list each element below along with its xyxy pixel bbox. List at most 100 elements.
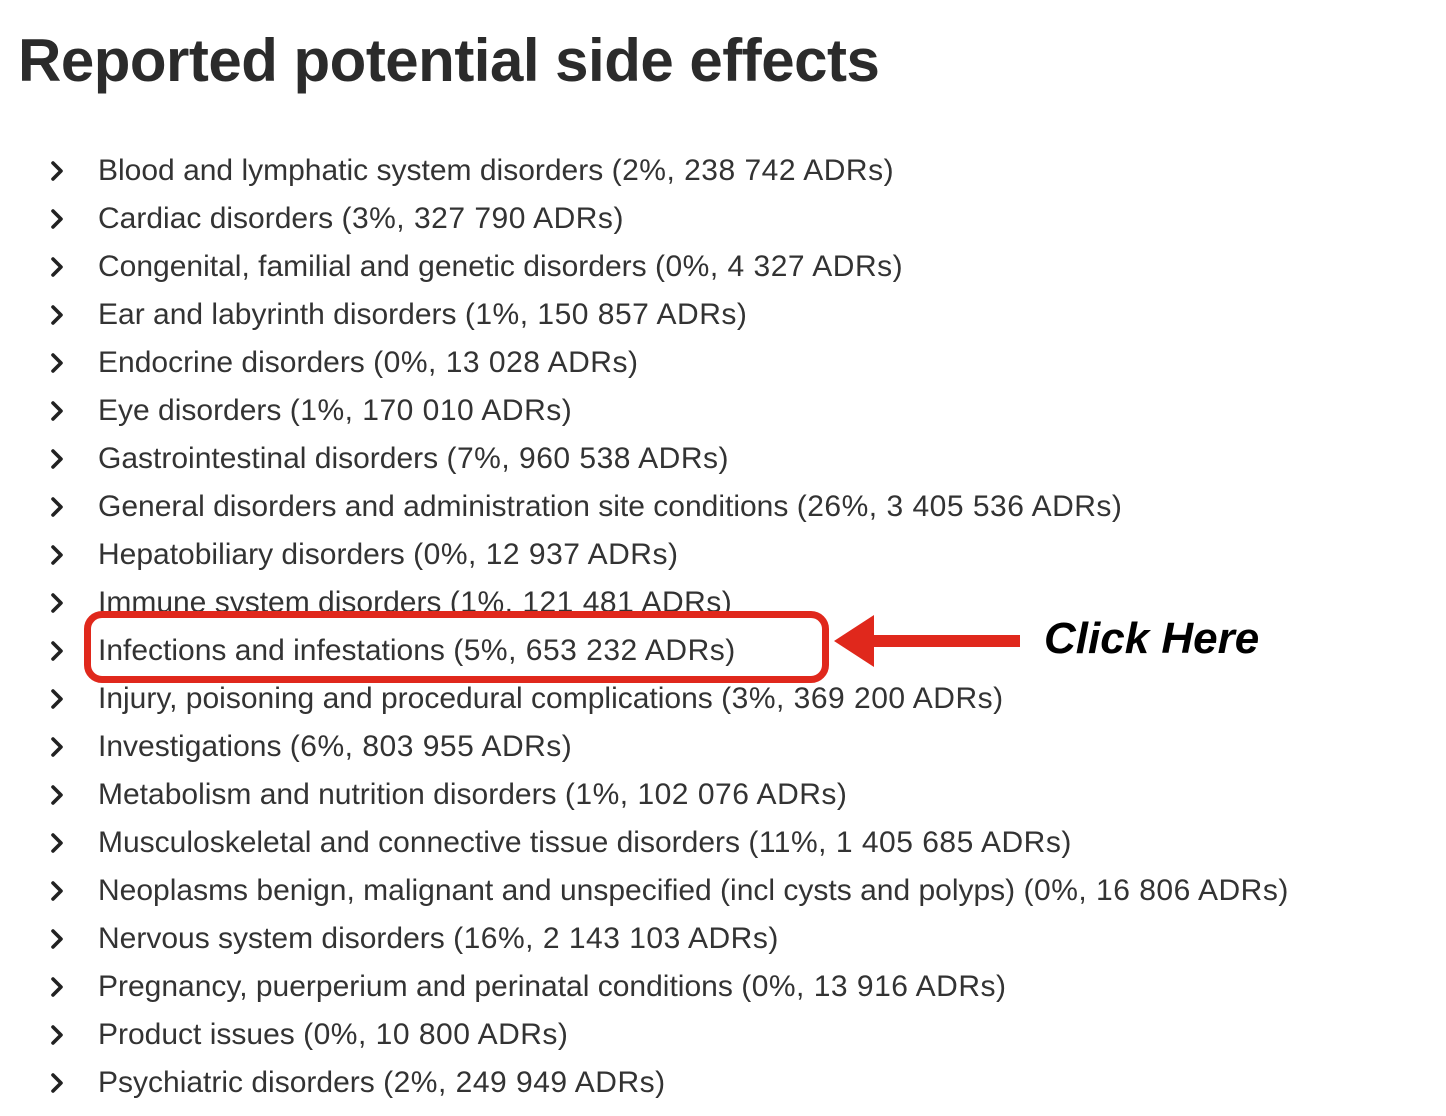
side-effect-item[interactable]: Injury, poisoning and procedural complic… xyxy=(0,675,1446,723)
chevron-right-icon[interactable] xyxy=(46,1024,68,1046)
side-effect-name: Blood and lymphatic system disorders xyxy=(98,154,604,187)
chevron-right-icon[interactable] xyxy=(46,208,68,230)
side-effect-label[interactable]: Immune system disorders (1%, 121 481 ADR… xyxy=(98,579,732,627)
side-effect-item[interactable]: Nervous system disorders (16%, 2 143 103… xyxy=(0,915,1446,963)
side-effect-percent: 6% xyxy=(300,730,345,763)
side-effect-item[interactable]: Cardiac disorders (3%, 327 790 ADRs) xyxy=(0,195,1446,243)
chevron-right-icon[interactable] xyxy=(46,928,68,950)
side-effect-stats: (2%, 249 949 ADRs) xyxy=(383,1066,666,1099)
side-effect-name: Congenital, familial and genetic disorde… xyxy=(98,250,647,283)
side-effect-label[interactable]: Congenital, familial and genetic disorde… xyxy=(98,243,903,291)
side-effect-label[interactable]: Metabolism and nutrition disorders (1%, … xyxy=(98,771,847,819)
chevron-right-icon[interactable] xyxy=(46,592,68,614)
side-effect-item[interactable]: Psychiatric disorders (2%, 249 949 ADRs) xyxy=(0,1059,1446,1107)
side-effect-label[interactable]: Investigations (6%, 803 955 ADRs) xyxy=(98,723,572,771)
side-effect-stats: (5%, 653 232 ADRs) xyxy=(453,634,736,667)
side-effect-item[interactable]: Product issues (0%, 10 800 ADRs) xyxy=(0,1011,1446,1059)
side-effect-percent: 1% xyxy=(575,778,620,811)
side-effect-name: General disorders and administration sit… xyxy=(98,490,789,523)
side-effect-item[interactable]: Infections and infestations (5%, 653 232… xyxy=(0,627,1446,675)
side-effect-stats: (0%, 12 937 ADRs) xyxy=(413,538,679,571)
side-effect-adr-count: 4 327 ADRs xyxy=(727,250,893,283)
side-effect-label[interactable]: Eye disorders (1%, 170 010 ADRs) xyxy=(98,387,572,435)
side-effect-label[interactable]: Ear and labyrinth disorders (1%, 150 857… xyxy=(98,291,747,339)
side-effect-item[interactable]: Musculoskeletal and connective tissue di… xyxy=(0,819,1446,867)
side-effect-label[interactable]: Gastrointestinal disorders (7%, 960 538 … xyxy=(98,435,729,483)
side-effect-stats: (0%, 4 327 ADRs) xyxy=(655,250,904,283)
chevron-right-icon[interactable] xyxy=(46,400,68,422)
side-effect-name: Eye disorders xyxy=(98,394,282,427)
side-effect-adr-count: 121 481 ADRs xyxy=(522,586,722,619)
chevron-right-icon[interactable] xyxy=(46,448,68,470)
side-effect-adr-count: 102 076 ADRs xyxy=(637,778,837,811)
chevron-right-icon[interactable] xyxy=(46,832,68,854)
side-effect-name: Musculoskeletal and connective tissue di… xyxy=(98,826,740,859)
side-effect-stats: (3%, 369 200 ADRs) xyxy=(721,682,1004,715)
side-effect-percent: 5% xyxy=(463,634,509,667)
side-effect-adr-count: 13 028 ADRs xyxy=(445,346,628,379)
side-effect-label[interactable]: Blood and lymphatic system disorders (2%… xyxy=(98,147,894,195)
side-effect-item[interactable]: General disorders and administration sit… xyxy=(0,483,1446,531)
side-effect-label[interactable]: General disorders and administration sit… xyxy=(98,483,1122,531)
side-effect-label[interactable]: Neoplasms benign, malignant and unspecif… xyxy=(98,867,1289,915)
chevron-right-icon[interactable] xyxy=(46,352,68,374)
side-effect-label[interactable]: Psychiatric disorders (2%, 249 949 ADRs) xyxy=(98,1059,666,1107)
side-effect-item[interactable]: Congenital, familial and genetic disorde… xyxy=(0,243,1446,291)
side-effect-name: Nervous system disorders xyxy=(98,922,445,955)
side-effect-name: Endocrine disorders xyxy=(98,346,365,379)
side-effect-name: Hepatobiliary disorders xyxy=(98,538,405,571)
side-effect-percent: 1% xyxy=(460,586,505,619)
side-effect-item[interactable]: Eye disorders (1%, 170 010 ADRs) xyxy=(0,387,1446,435)
chevron-right-icon[interactable] xyxy=(46,640,68,662)
side-effect-label[interactable]: Product issues (0%, 10 800 ADRs) xyxy=(98,1011,568,1059)
side-effect-stats: (2%, 238 742 ADRs) xyxy=(611,154,895,187)
side-effect-label[interactable]: Musculoskeletal and connective tissue di… xyxy=(98,819,1072,867)
side-effect-adr-count: 369 200 ADRs xyxy=(793,682,994,715)
chevron-right-icon[interactable] xyxy=(46,784,68,806)
chevron-right-icon[interactable] xyxy=(46,544,68,566)
side-effect-percent: 0% xyxy=(423,538,469,571)
side-effect-item[interactable]: Metabolism and nutrition disorders (1%, … xyxy=(0,771,1446,819)
chevron-right-icon[interactable] xyxy=(46,688,68,710)
side-effect-stats: (6%, 803 955 ADRs) xyxy=(289,730,573,763)
side-effect-stats: (3%, 327 790 ADRs) xyxy=(341,202,624,235)
side-effect-adr-count: 150 857 ADRs xyxy=(537,298,737,331)
side-effect-stats: (1%, 121 481 ADRs) xyxy=(449,586,733,619)
chevron-right-icon[interactable] xyxy=(46,496,68,518)
side-effect-percent: 11% xyxy=(758,826,819,859)
side-effect-item[interactable]: Gastrointestinal disorders (7%, 960 538 … xyxy=(0,435,1446,483)
side-effect-name: Metabolism and nutrition disorders xyxy=(98,778,557,811)
chevron-right-icon[interactable] xyxy=(46,256,68,278)
chevron-right-icon[interactable] xyxy=(46,1072,68,1094)
chevron-right-icon[interactable] xyxy=(46,160,68,182)
side-effect-item[interactable]: Neoplasms benign, malignant and unspecif… xyxy=(0,867,1446,915)
side-effect-name: Immune system disorders xyxy=(98,586,442,619)
chevron-right-icon[interactable] xyxy=(46,976,68,998)
side-effect-name: Pregnancy, puerperium and perinatal cond… xyxy=(98,970,733,1003)
side-effect-label[interactable]: Hepatobiliary disorders (0%, 12 937 ADRs… xyxy=(98,531,678,579)
side-effect-percent: 1% xyxy=(475,298,520,331)
side-effect-label[interactable]: Nervous system disorders (16%, 2 143 103… xyxy=(98,915,779,963)
side-effect-stats: (7%, 960 538 ADRs) xyxy=(446,442,729,475)
side-effect-item[interactable]: Ear and labyrinth disorders (1%, 150 857… xyxy=(0,291,1446,339)
side-effect-adr-count: 3 405 536 ADRs xyxy=(886,490,1112,523)
page-title: Reported potential side effects xyxy=(18,27,880,94)
chevron-right-icon[interactable] xyxy=(46,736,68,758)
chevron-right-icon[interactable] xyxy=(46,880,68,902)
side-effect-label[interactable]: Pregnancy, puerperium and perinatal cond… xyxy=(98,963,1007,1011)
side-effect-item[interactable]: Blood and lymphatic system disorders (2%… xyxy=(0,147,1446,195)
side-effect-percent: 0% xyxy=(313,1018,358,1051)
side-effect-item[interactable]: Pregnancy, puerperium and perinatal cond… xyxy=(0,963,1446,1011)
side-effect-percent: 0% xyxy=(665,250,710,283)
side-effect-adr-count: 653 232 ADRs xyxy=(525,634,726,667)
side-effect-percent: 2% xyxy=(622,154,667,187)
side-effect-item[interactable]: Hepatobiliary disorders (0%, 12 937 ADRs… xyxy=(0,531,1446,579)
side-effect-item[interactable]: Endocrine disorders (0%, 13 028 ADRs) xyxy=(0,339,1446,387)
side-effect-item[interactable]: Investigations (6%, 803 955 ADRs) xyxy=(0,723,1446,771)
side-effect-label[interactable]: Injury, poisoning and procedural complic… xyxy=(98,675,1004,723)
side-effect-label[interactable]: Cardiac disorders (3%, 327 790 ADRs) xyxy=(98,195,624,243)
chevron-right-icon[interactable] xyxy=(46,304,68,326)
side-effect-label[interactable]: Infections and infestations (5%, 653 232… xyxy=(98,627,736,675)
side-effect-name: Cardiac disorders xyxy=(98,202,334,235)
side-effect-label[interactable]: Endocrine disorders (0%, 13 028 ADRs) xyxy=(98,339,638,387)
